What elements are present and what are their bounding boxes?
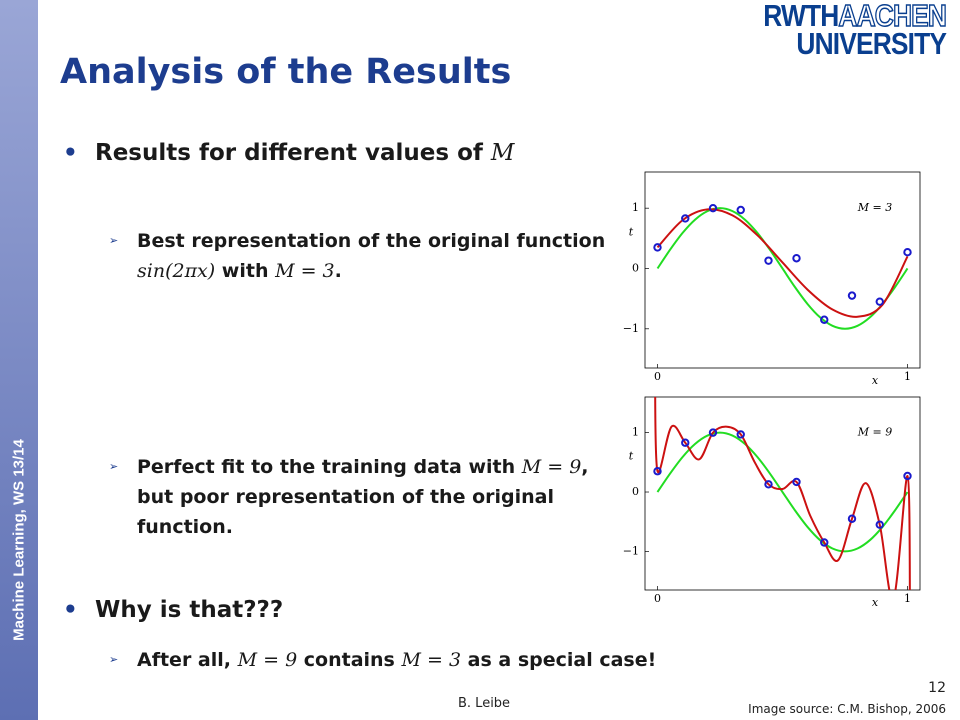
text: as a special case! (461, 649, 657, 671)
data-point (653, 467, 662, 476)
y-tick-label: −1 (623, 322, 639, 335)
text: . (334, 260, 342, 282)
y-tick-label: 0 (632, 485, 639, 498)
data-point (820, 538, 829, 547)
x-tick-label: 1 (904, 592, 911, 605)
text: Perfect fit to the training data with (137, 456, 522, 478)
sub-bullet: Best representation of the original func… (109, 226, 607, 286)
data-point (847, 291, 857, 300)
y-tick-label: 0 (632, 261, 639, 274)
data-point (681, 214, 690, 223)
text: contains (297, 649, 402, 671)
curve (656, 431, 909, 553)
text: Results for different values of (95, 140, 491, 166)
data-point (903, 471, 912, 481)
x-axis-label: x (872, 596, 879, 609)
page-number: 12 (928, 680, 946, 696)
logo-rwth: RWTH (763, 0, 839, 33)
slide-title: Analysis of the Results (60, 52, 512, 92)
data-point (708, 428, 718, 437)
curve (654, 397, 911, 590)
sub-bullet: Perfect fit to the training data with M … (109, 452, 607, 542)
y-tick-label: −1 (623, 544, 639, 557)
sidebar: Machine Learning, WS 13/14 (0, 0, 38, 720)
y-axis-label: t (629, 449, 634, 462)
data-point (903, 248, 912, 257)
plot-frame (644, 396, 921, 591)
annotation: M = 3 (857, 201, 892, 214)
data-point (792, 254, 801, 263)
data-point (847, 514, 857, 523)
x-tick-label: 0 (654, 592, 661, 605)
data-point (653, 243, 662, 252)
text: Best representation of the original func… (137, 230, 606, 252)
annotation: M = 9 (857, 426, 892, 439)
data-point (764, 480, 773, 489)
math: M = 9 (237, 649, 298, 671)
text: Why is that??? (95, 597, 284, 623)
math: M = 3 (401, 649, 462, 671)
curve (656, 207, 909, 330)
logo: RWTHAACHEN UNIVERSITY (763, 0, 948, 61)
plot-frame (644, 171, 921, 369)
data-point (764, 256, 773, 265)
curve (656, 208, 909, 318)
y-tick-label: 1 (632, 201, 639, 214)
bullet: Why is that??? (63, 597, 284, 623)
logo-aachen: AACHEN (838, 0, 948, 33)
text: , but poor representation of the origina… (137, 456, 589, 538)
y-tick-label: 1 (632, 426, 639, 439)
x-tick-label: 0 (654, 370, 661, 383)
text: After all, (137, 649, 238, 671)
image-source: Image source: C.M. Bishop, 2006 (748, 702, 946, 716)
chart: 0 1 −1 0 1 x t M = 9 (623, 396, 921, 609)
chart: 0 1 −1 0 1 x t M = 3 (623, 171, 921, 387)
data-point (792, 477, 801, 487)
math: M (490, 140, 515, 166)
x-tick-label: 1 (904, 370, 911, 383)
data-point (708, 203, 718, 213)
data-point (736, 430, 745, 439)
data-point (736, 205, 745, 215)
data-point (820, 315, 829, 324)
math: M = 9 (521, 456, 582, 478)
data-point (875, 297, 884, 306)
logo-university: UNIVERSITY (796, 26, 946, 61)
bullet: Results for different values of M (63, 140, 515, 166)
data-point (681, 438, 690, 447)
data-point (875, 520, 884, 529)
x-axis-label: x (872, 374, 879, 387)
sub-bullet: After all, M = 9 contains M = 3 as a spe… (109, 645, 777, 675)
footer-author: B. Leibe (458, 696, 511, 711)
math: M = 3 (275, 260, 335, 282)
math: sin(2πx) (137, 260, 216, 282)
y-axis-label: t (629, 225, 634, 238)
text: with (215, 260, 276, 282)
